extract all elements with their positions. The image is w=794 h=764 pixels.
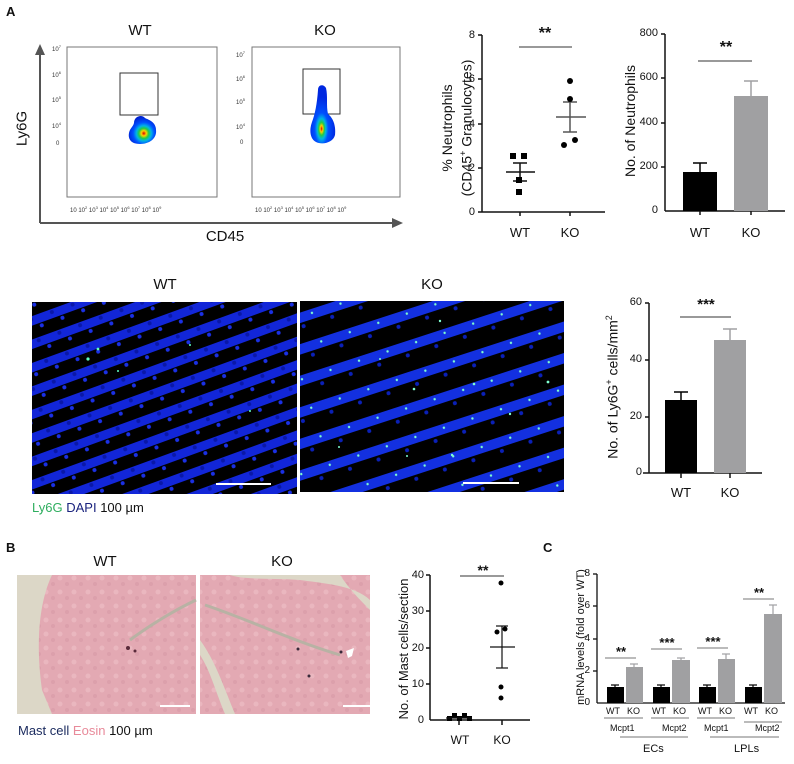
svg-text:105: 105 — [236, 97, 246, 106]
svg-text:0: 0 — [56, 141, 60, 147]
histology-image-wt — [17, 575, 197, 714]
arrow-icon — [346, 648, 354, 658]
if-image-ko — [300, 301, 564, 492]
panel-label-a: A — [6, 4, 16, 19]
x-arrow-icon — [392, 218, 403, 228]
svg-text:106: 106 — [236, 74, 246, 83]
histo-ko-title: KO — [271, 553, 293, 570]
xlabel-mast-ko: KO — [493, 733, 511, 747]
sig-mrna-4: ** — [753, 585, 765, 600]
sig-mrna-3: *** — [705, 634, 721, 649]
xlabel-pct-wt: WT — [509, 225, 531, 240]
ylabel-mrna: mRNA levels (fold over WT) — [575, 569, 587, 705]
flow-plot-ko: 107 106 105 104 0 10 102 103 104 105 106… — [236, 46, 401, 214]
panel-label-b: B — [6, 540, 16, 555]
histo-wt-title: WT — [93, 553, 117, 570]
legend-mast: Mast cell — [18, 723, 70, 738]
svg-text:106: 106 — [52, 70, 62, 79]
svg-text:104: 104 — [236, 122, 246, 131]
y-arrow-icon — [35, 44, 45, 55]
legend-eosin: Eosin — [72, 723, 106, 738]
xlabel-ly6g-wt: WT — [670, 485, 692, 500]
legend-dapi: DAPI — [66, 500, 97, 515]
flow-ko-title: KO — [314, 22, 336, 39]
if-ko-title: KO — [421, 276, 443, 293]
if-legend: Ly6G DAPI 100 µm — [32, 500, 144, 515]
if-wt-title: WT — [153, 276, 177, 293]
sig-mast: ** — [477, 562, 489, 578]
sig-no-neutrophils: ** — [719, 39, 733, 56]
sig-ly6g: *** — [697, 296, 715, 313]
svg-text:10 102 103 104 105 106 107 108: 10 102 103 104 105 106 107 108 109 — [255, 205, 347, 214]
legend-histo-scale: 100 µm — [109, 723, 153, 738]
flow-wt-title: WT — [128, 22, 152, 39]
xlabel-no-ko: KO — [741, 225, 761, 240]
svg-text:10 102 103 104 105 106 107 108: 10 102 103 104 105 106 107 108 109 — [70, 205, 162, 214]
xlabel-mast-wt: WT — [450, 733, 470, 747]
sig-pct-neutrophils: ** — [538, 25, 552, 42]
histology-image-ko — [200, 575, 373, 714]
sig-mrna-1: ** — [615, 644, 627, 659]
flow-plot-wt: 107 106 105 104 0 10 102 103 104 105 106… — [52, 44, 218, 214]
flow-x-label: CD45 — [205, 228, 245, 245]
svg-text:104: 104 — [52, 121, 62, 130]
xlabel-no-wt: WT — [689, 225, 711, 240]
svg-text:0: 0 — [240, 140, 244, 146]
svg-text:105: 105 — [52, 95, 62, 104]
histo-legend: Mast cell Eosin 100 µm — [18, 723, 153, 738]
xlabel-ly6g-ko: KO — [720, 485, 740, 500]
svg-text:107: 107 — [236, 50, 246, 59]
svg-text:107: 107 — [52, 44, 62, 53]
legend-if-scale: 100 µm — [100, 500, 144, 515]
legend-ly6g: Ly6G — [32, 500, 63, 515]
xlabel-pct-ko: KO — [560, 225, 580, 240]
sig-mrna-2: *** — [659, 635, 675, 650]
panel-label-c: C — [543, 540, 553, 555]
if-image-wt — [32, 302, 297, 494]
